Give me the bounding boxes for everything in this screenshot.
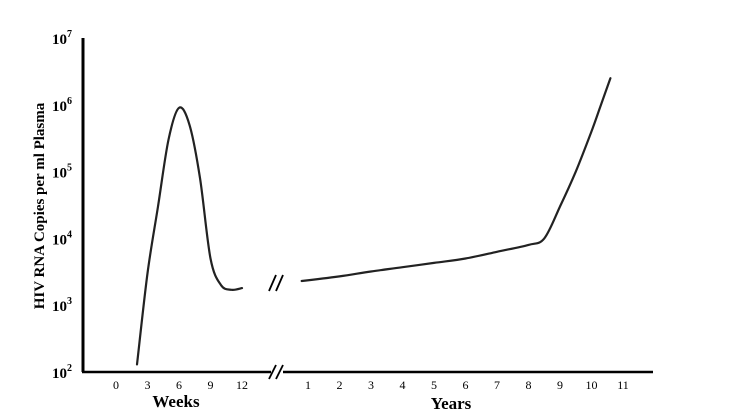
x-tick-label: 3 [145, 378, 151, 392]
x-tick-label: 12 [236, 378, 248, 392]
x-tick-label: 6 [176, 378, 182, 392]
x-axis-ticks: 0 3 6 9 12 1 2 3 4 5 6 7 8 9 10 11 [113, 378, 629, 392]
x-tick-label: 0 [113, 378, 119, 392]
y-axis-ticks: 107 106 105 104 103 102 [52, 29, 72, 382]
axes [81, 38, 653, 380]
y-tick-label: 102 [52, 363, 72, 382]
series-line-weeks [135, 106, 244, 366]
y-tick-label: 104 [52, 229, 72, 248]
x-tick-label: 7 [494, 378, 500, 392]
series-lines [135, 77, 612, 366]
x-tick-label: 6 [463, 378, 469, 392]
x-tick-label: 10 [586, 378, 598, 392]
x-tick-label: 4 [400, 378, 406, 392]
x-axis-label-weeks: Weeks [152, 392, 200, 411]
x-tick-label: 8 [526, 378, 532, 392]
curve-break [268, 273, 284, 292]
x-axis-break [268, 364, 284, 380]
x-tick-label: 2 [337, 378, 343, 392]
x-tick-label: 9 [557, 378, 563, 392]
y-tick-label: 106 [52, 96, 72, 115]
y-tick-label: 107 [52, 29, 72, 48]
series-line-years [300, 77, 612, 283]
x-tick-label: 5 [431, 378, 437, 392]
y-tick-label: 105 [52, 163, 72, 182]
x-tick-label: 11 [617, 378, 629, 392]
x-axis-label-years: Years [431, 394, 472, 413]
y-tick-label: 103 [52, 296, 72, 315]
x-tick-label: 3 [368, 378, 374, 392]
y-axis-label: HIV RNA Copies per ml Plasma [32, 102, 48, 309]
x-tick-label: 1 [305, 378, 311, 392]
x-tick-label: 9 [208, 378, 214, 392]
